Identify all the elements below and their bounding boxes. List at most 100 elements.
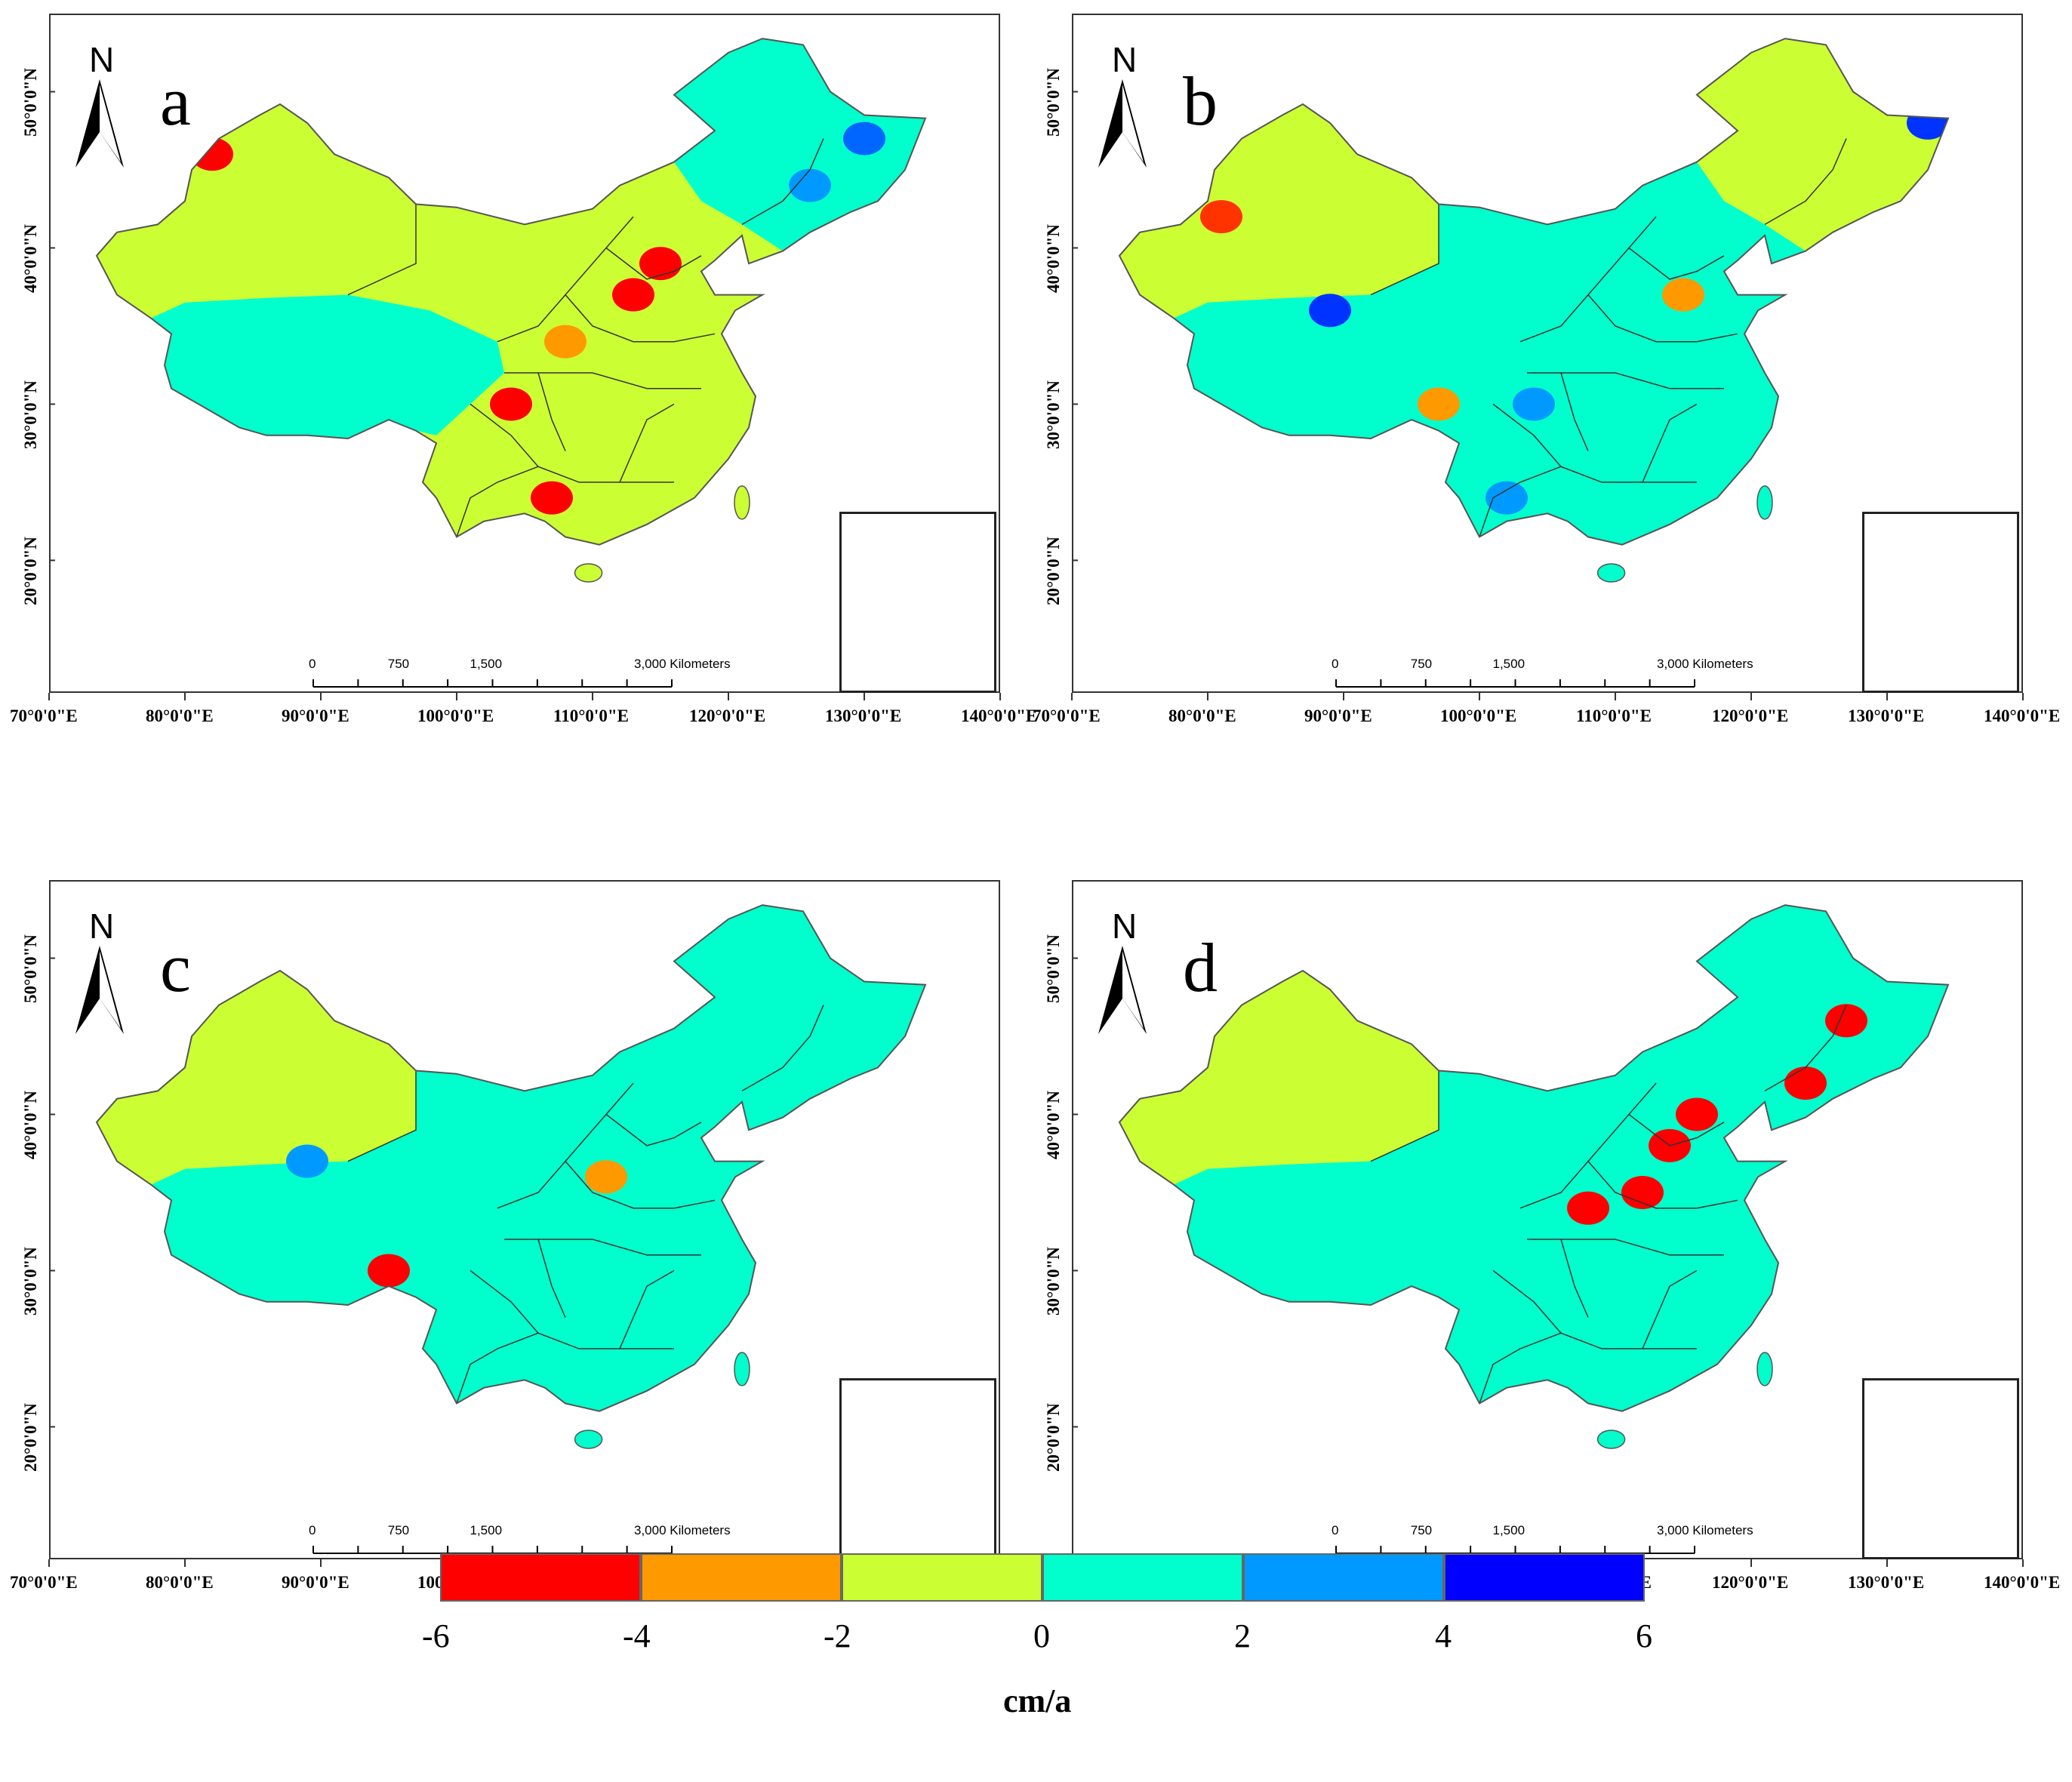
latitude-label: 20°0'0"N: [21, 537, 40, 606]
longitude-label: 120°0'0"E: [1712, 1573, 1789, 1592]
map-panel-c: c N 50°0'0"N 40°0'0"N 30°0'0"N 20°0'0"N 70°0'0…: [0, 866, 1049, 1636]
scale-label: 750: [387, 657, 410, 671]
north-arrow-highlight: [1122, 951, 1144, 1029]
scale-label: 3,000 Kilometers: [1657, 1523, 1753, 1537]
island: [1756, 1352, 1773, 1387]
anomaly-spot: [544, 325, 587, 359]
province-boundary: [1764, 1005, 1847, 1092]
province-boundary: [1764, 138, 1847, 226]
anomaly-spot: [1567, 1191, 1609, 1225]
north-label: N: [89, 40, 115, 79]
map-panel-d: dN50°0'0"N40°0'0"N30°0'0"N20°0'0"N70°0'0…: [1023, 866, 2072, 1636]
south-china-sea-inset: [839, 1378, 996, 1559]
legend-tick-label: -4: [623, 1617, 651, 1654]
region-northeast: [1697, 905, 1948, 1118]
latitude-label: 30°0'0"N: [1044, 380, 1063, 450]
province-boundary: [605, 247, 702, 280]
province-boundary: [1560, 372, 1589, 451]
province-boundary: [456, 466, 539, 537]
province-boundary: [1560, 1239, 1589, 1318]
province-boundary: [1527, 1239, 1724, 1256]
anomaly-spot: [531, 481, 573, 515]
legend-tick-label: -2: [824, 1617, 851, 1654]
country-border: [1118, 904, 1950, 1412]
south-china-sea-inset: [1862, 1378, 2019, 1559]
anomaly-spot: [789, 168, 831, 202]
longitude-label: 140°0'0"E: [1984, 1573, 2061, 1592]
longitude-label: 70°0'0"E: [10, 706, 78, 725]
anomaly-spot: [1621, 1175, 1664, 1209]
longitude-label: 80°0'0"E: [146, 706, 214, 725]
anomaly-spot: [1784, 1066, 1827, 1100]
longitude-label: 70°0'0"E: [10, 1573, 78, 1592]
region-west: [1119, 104, 1439, 319]
legend-swatch: [1042, 1553, 1243, 1602]
legend-tick-label: 4: [1435, 1617, 1452, 1654]
province-boundary: [1479, 466, 1562, 537]
anomaly-spot: [1907, 106, 1948, 140]
province-boundary: [470, 403, 674, 483]
anomaly-spot: [490, 387, 532, 421]
anomaly-spot: [1513, 387, 1555, 421]
province-boundary: [1519, 1082, 1657, 1209]
latitude-label: 30°0'0"N: [1044, 1247, 1063, 1316]
legend-swatch: [842, 1553, 1042, 1602]
longitude-label: 100°0'0"E: [417, 706, 494, 725]
region-west: [97, 971, 416, 1185]
south-china-sea-inset: [1862, 512, 2019, 693]
longitude-label: 110°0'0"E: [553, 706, 629, 725]
province-boundary: [1492, 403, 1697, 483]
province-boundary: [605, 1113, 702, 1146]
latitude-label: 50°0'0"N: [1044, 934, 1063, 1004]
province-boundary: [1492, 1270, 1697, 1350]
longitude-label: 100°0'0"E: [1440, 706, 1517, 725]
longitude-label: 80°0'0"E: [146, 1573, 214, 1592]
longitude-label: 90°0'0"E: [282, 706, 349, 725]
country-border: [95, 38, 927, 546]
island: [734, 1352, 750, 1387]
north-label: N: [89, 906, 115, 946]
map-canvas: [1071, 38, 2024, 700]
panel-label: a: [160, 63, 191, 140]
scale-label: 3,000 Kilometers: [634, 1523, 731, 1537]
anomaly-spot: [1485, 481, 1528, 515]
longitude-label: 130°0'0"E: [1848, 706, 1925, 725]
legend-swatch: [1243, 1553, 1444, 1602]
panel-label: d: [1183, 929, 1218, 1006]
anomaly-spot: [286, 1144, 328, 1178]
province-boundary: [497, 1082, 634, 1209]
province-boundary: [741, 1005, 824, 1092]
province-boundary: [1587, 294, 1738, 343]
scale-label: 750: [1410, 657, 1433, 671]
province-boundary: [1527, 372, 1724, 389]
legend-tick-label: 2: [1234, 1617, 1251, 1654]
latitude-label: 50°0'0"N: [1044, 68, 1063, 137]
latitude-label: 20°0'0"N: [1044, 537, 1063, 606]
latitude-label: 20°0'0"N: [21, 1403, 40, 1473]
province-boundary: [565, 294, 716, 343]
longitude-label: 120°0'0"E: [689, 706, 766, 725]
province-boundary: [537, 1239, 566, 1318]
province-boundary: [741, 138, 824, 226]
anomaly-spot: [1676, 1097, 1718, 1131]
map-panel-b: b N 50°0'0"N 40°0'0"N 30°0'0"N 20°0'0"N 70°0'0…: [1023, 0, 2072, 770]
anomaly-spot: [585, 1160, 627, 1194]
longitude-label: 130°0'0"E: [825, 706, 902, 725]
scale-label: 0: [1332, 657, 1339, 671]
region-northeast: [674, 38, 925, 251]
province-boundary: [1628, 247, 1725, 280]
legend-tick-label: -6: [422, 1617, 450, 1654]
province-boundary: [347, 1070, 417, 1162]
scale-label: 0: [309, 657, 316, 671]
scale-label: 0: [1332, 1523, 1339, 1537]
anomaly-spot: [368, 1254, 410, 1288]
legend-swatch: [440, 1553, 641, 1602]
province-boundary: [504, 372, 701, 389]
latitude-label: 30°0'0"N: [21, 1247, 40, 1316]
north-arrow-highlight: [100, 85, 121, 162]
province-boundary: [347, 204, 417, 296]
longitude-label: 120°0'0"E: [1712, 706, 1789, 725]
island: [574, 1430, 603, 1449]
province-boundary: [619, 1270, 675, 1350]
province-boundary: [1587, 1161, 1738, 1209]
